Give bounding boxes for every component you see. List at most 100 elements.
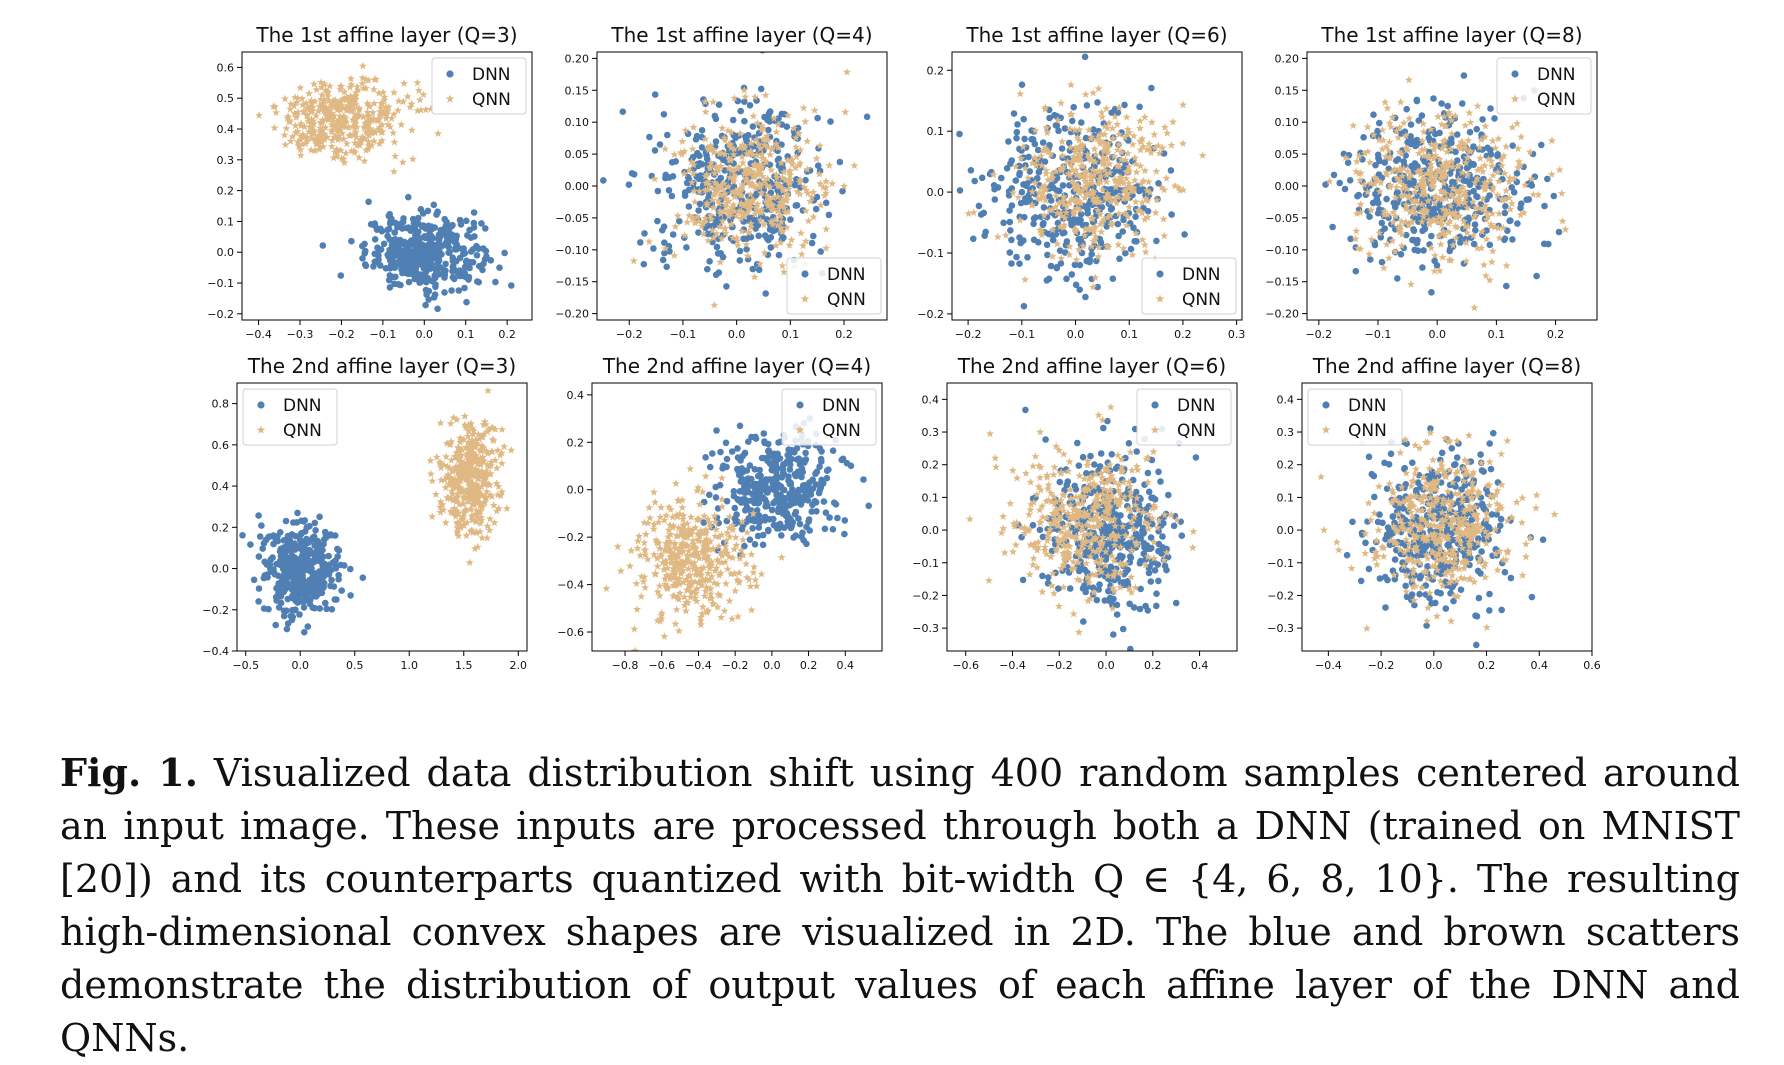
dnn-point (301, 593, 308, 600)
dnn-point (421, 265, 428, 272)
qnn-point (811, 106, 819, 114)
dnn-point (412, 237, 419, 244)
dnn-point (1056, 188, 1063, 195)
dnn-point (256, 553, 263, 560)
x-tick-label: −0.4 (245, 328, 272, 341)
qnn-point (1480, 261, 1488, 269)
dnn-point (1000, 220, 1007, 227)
dnn-point (695, 207, 702, 214)
qnn-point (633, 605, 641, 613)
dnn-point (1078, 119, 1085, 126)
qnn-point (758, 570, 766, 578)
dnn-point (323, 532, 330, 539)
dnn-point (737, 257, 744, 264)
qnn-point (750, 563, 758, 571)
dnn-point (398, 220, 405, 227)
dnn-point (1463, 178, 1470, 185)
dnn-point (1517, 205, 1524, 212)
qnn-point (1513, 119, 1521, 127)
y-tick-label: −0.4 (202, 645, 229, 658)
qnn-point (310, 80, 318, 88)
dnn-point (309, 589, 316, 596)
qnn-point (786, 241, 794, 249)
dnn-point (1075, 217, 1082, 224)
dnn-point (713, 116, 720, 123)
dnn-point (1069, 118, 1076, 125)
dnn-point (1005, 138, 1012, 145)
dnn-point (407, 227, 414, 234)
dnn-point (992, 196, 999, 203)
qnn-point (415, 86, 423, 94)
dnn-point (1379, 220, 1386, 227)
dnn-point (790, 534, 797, 541)
dnn-point (979, 175, 986, 182)
dnn-point (1470, 161, 1477, 168)
qnn-point (788, 236, 796, 244)
dnn-point (1007, 219, 1014, 226)
dnn-point (471, 220, 478, 227)
dnn-point (809, 240, 816, 247)
dnn-point (1115, 221, 1122, 228)
dnn-point (716, 101, 723, 108)
dnn-point (776, 252, 783, 259)
dnn-point (1487, 242, 1494, 249)
dnn-point (392, 274, 399, 281)
dnn-point (724, 456, 731, 463)
x-tick-label: −0.2 (955, 328, 982, 341)
dnn-point (1400, 158, 1407, 165)
dnn-point (1066, 140, 1073, 147)
dnn-point (752, 466, 759, 473)
dnn-point (1084, 102, 1091, 109)
dnn-point (813, 508, 820, 515)
dnn-point (1044, 252, 1051, 259)
y-tick-label: 0.15 (565, 84, 590, 97)
dnn-point (292, 533, 299, 540)
dnn-point (620, 108, 627, 115)
dnn-point (1329, 224, 1336, 231)
qnn-point (645, 238, 653, 246)
qnn-point (282, 124, 290, 132)
dnn-point (706, 492, 713, 499)
qnn-point (614, 543, 622, 551)
y-tick-label: 0.6 (212, 439, 230, 452)
dnn-point (844, 460, 851, 467)
qnn-point (1179, 101, 1187, 109)
dnn-point (347, 566, 354, 573)
dnn-point (968, 167, 975, 174)
x-tick-label: 0.1 (782, 328, 800, 341)
dnn-point (723, 283, 730, 290)
qnn-point (1474, 102, 1482, 110)
dnn-point (309, 577, 316, 584)
dnn-point (392, 264, 399, 271)
dnn-point (1331, 172, 1338, 179)
dnn-point (406, 279, 413, 286)
dnn-point (432, 281, 439, 288)
dnn-point (788, 525, 795, 532)
legend-dnn-marker (446, 70, 453, 77)
qnn-point (397, 121, 405, 129)
x-tick-label: 0.3 (1228, 328, 1246, 341)
dnn-point (741, 118, 748, 125)
dnn-point (1076, 286, 1083, 293)
qnn-point (994, 233, 1002, 241)
dnn-point (431, 224, 438, 231)
dnn-point (363, 263, 370, 270)
qnn-point (642, 530, 650, 538)
qnn-point (409, 155, 417, 163)
dnn-point (865, 503, 872, 510)
legend-label: QNN (283, 421, 322, 441)
dnn-point (303, 551, 310, 558)
qnn-point (645, 504, 653, 512)
dnn-point (764, 117, 771, 124)
dnn-point (287, 537, 294, 544)
qnn-point (1548, 137, 1556, 145)
dnn-point (771, 487, 778, 494)
dnn-point (1502, 235, 1509, 242)
dnn-point (761, 430, 768, 437)
dnn-point (381, 241, 388, 248)
qnn-point (1160, 215, 1168, 223)
dnn-point (779, 111, 786, 118)
dnn-point (723, 440, 730, 447)
